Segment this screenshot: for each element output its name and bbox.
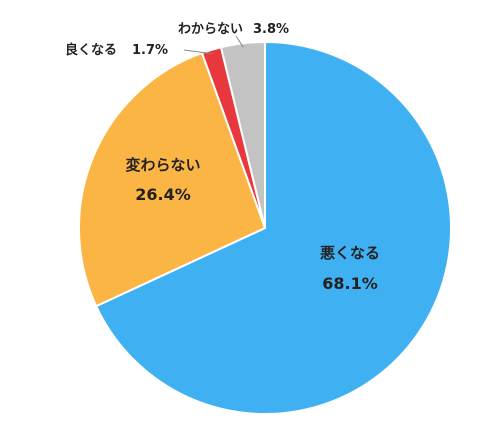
slice-warukunaru — [94, 40, 452, 415]
leader-line-yokunaru — [183, 49, 213, 55]
slice-value-yokunaru: 1.7% — [132, 43, 168, 58]
slice-wakaranai — [219, 40, 266, 229]
slice-kawaranai — [78, 51, 267, 308]
leader-lines — [183, 35, 244, 55]
slice-value-warukunaru: 68.1% — [322, 274, 378, 293]
leader-line-wakaranai — [235, 35, 244, 48]
slice-value-kawaranai: 26.4% — [135, 185, 191, 204]
slice-label-warukunaru: 悪くなる — [320, 244, 380, 262]
slice-label-wakaranai: わからない — [178, 22, 243, 37]
slice-label-yokunaru: 良くなる — [65, 42, 117, 58]
slice-label-kawaranai: 変わらない — [125, 156, 200, 174]
slice-value-wakaranai: 3.8% — [253, 22, 289, 37]
pie-slices — [78, 40, 452, 415]
